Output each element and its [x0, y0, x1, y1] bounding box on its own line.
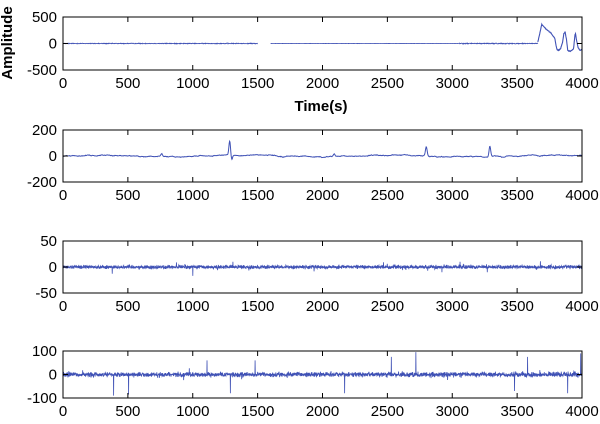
x-tick-label: 4000	[565, 75, 598, 92]
x-tick-label: 500	[115, 187, 140, 204]
series-line-segment-1	[63, 42, 258, 45]
y-tick-label: 0	[49, 259, 57, 276]
x-tick-label: 2000	[306, 75, 339, 92]
x-tick-label: 3000	[436, 403, 469, 420]
x-tick-label: 0	[59, 403, 67, 420]
series-line	[63, 352, 582, 396]
x-tick-label: 3000	[436, 75, 469, 92]
x-axis-title: Time(s)	[294, 98, 347, 115]
y-tick-label: 50	[40, 233, 57, 250]
x-tick-label: 0	[59, 187, 67, 204]
x-tick-label: 2500	[371, 403, 404, 420]
x-tick-label: 1000	[176, 187, 209, 204]
series-line	[63, 261, 582, 276]
x-tick-label: 1000	[176, 75, 209, 92]
x-tick-label: 0	[59, 298, 67, 315]
x-tick-label: 1000	[176, 403, 209, 420]
x-tick-label: 2500	[371, 75, 404, 92]
x-tick-label: 500	[115, 75, 140, 92]
x-tick-label: 2500	[371, 187, 404, 204]
x-tick-label: 2000	[306, 187, 339, 204]
y-tick-label: 0	[49, 367, 57, 384]
y-tick-label: 200	[32, 122, 57, 139]
x-tick-label: 3500	[500, 187, 533, 204]
x-tick-label: 3500	[500, 298, 533, 315]
x-tick-label: 1500	[241, 187, 274, 204]
series-line-late-excursion	[537, 22, 582, 53]
x-tick-label: 4000	[565, 187, 598, 204]
series-line	[63, 139, 582, 161]
x-tick-label: 3500	[500, 75, 533, 92]
y-tick-label: -100	[27, 390, 57, 407]
x-tick-label: 2000	[306, 298, 339, 315]
x-tick-label: 1500	[241, 403, 274, 420]
y-tick-label: -500	[27, 62, 57, 79]
subplot-1: Amplitude Time(s) 0 500 1000 1500 2000 2500 30…	[0, 6, 599, 115]
x-tick-label: 3000	[436, 187, 469, 204]
y-tick-label: 0	[49, 148, 57, 165]
x-tick-label: 500	[115, 298, 140, 315]
y-tick-label: 100	[32, 343, 57, 360]
x-tick-label: 4000	[565, 403, 598, 420]
series-line-segment-3	[458, 42, 539, 45]
x-tick-label: 1000	[176, 298, 209, 315]
x-tick-label: 2500	[371, 298, 404, 315]
y-tick-label: -50	[35, 285, 57, 302]
x-tick-label: 2000	[306, 403, 339, 420]
y-tick-label: 0	[49, 36, 57, 53]
x-tick-label: 500	[115, 403, 140, 420]
x-tick-label: 1500	[241, 75, 274, 92]
x-tick-label: 4000	[565, 298, 598, 315]
x-tick-label: 3500	[500, 403, 533, 420]
y-tick-label: -200	[27, 174, 57, 191]
y-axis-title: Amplitude	[0, 6, 16, 79]
y-tick-label: 500	[32, 9, 57, 26]
x-tick-label: 3000	[436, 298, 469, 315]
x-tick-label: 1500	[241, 298, 274, 315]
x-tick-label: 0	[59, 75, 67, 92]
